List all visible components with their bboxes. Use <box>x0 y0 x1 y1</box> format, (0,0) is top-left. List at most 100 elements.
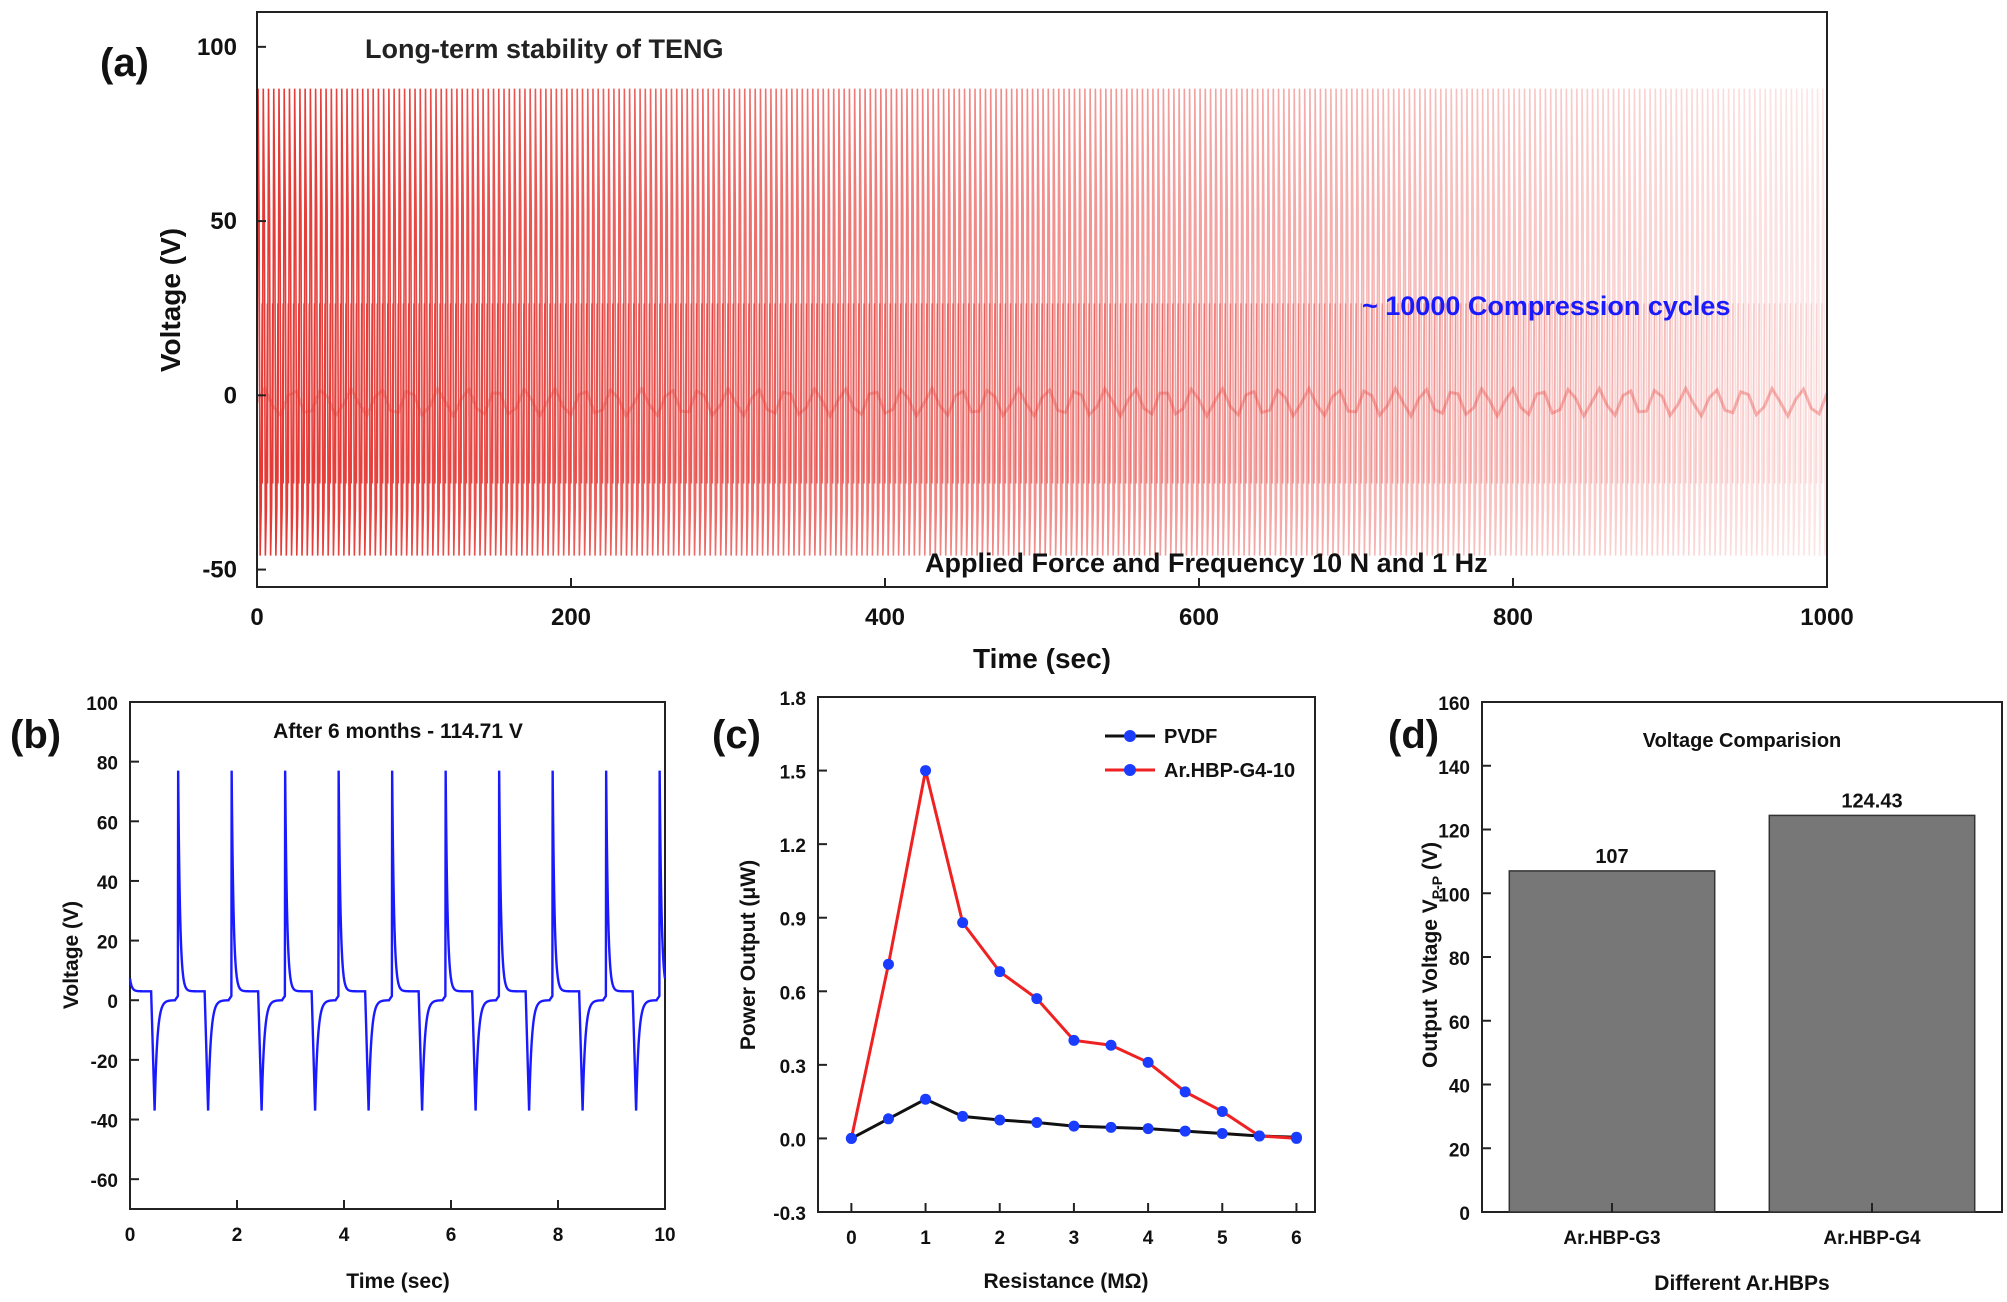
teng-signal-cycles <box>1575 88 1582 556</box>
teng-signal-cycles <box>1438 88 1446 556</box>
teng-signal-cycles <box>1418 88 1425 556</box>
x-tick-label: 6 <box>1291 1228 1302 1249</box>
y-tick-label: 80 <box>97 754 118 775</box>
panel-b-x-axis-title: Time (sec) <box>346 1270 450 1293</box>
teng-signal-cycles <box>1140 88 1148 556</box>
teng-signal-cycles <box>967 88 975 556</box>
data-point-pvdf <box>882 1113 894 1125</box>
y-tick-label: -60 <box>91 1171 118 1192</box>
data-point-hbp <box>1290 1132 1302 1144</box>
data-point-hbp <box>882 958 894 970</box>
x-category-label: Ar.HBP-G4 <box>1823 1228 1921 1249</box>
teng-signal-cycles <box>1768 88 1776 556</box>
teng-signal-cycles <box>580 88 588 556</box>
teng-signal-cycles <box>1046 88 1054 556</box>
panel-a-title: Long-term stability of TENG <box>365 34 724 64</box>
panel-b-voltage-signal <box>128 770 667 1111</box>
legend-pvdf-label: PVDF <box>1164 726 1217 748</box>
teng-signal-cycles <box>1030 88 1038 556</box>
y-tick-label: 0.0 <box>780 1130 806 1151</box>
teng-signal-cycles <box>1789 88 1797 556</box>
panel-a-y-axis-title: Voltage (V) <box>155 228 186 372</box>
teng-signal-cycles <box>1355 88 1363 556</box>
teng-signal-cycles <box>376 88 384 556</box>
teng-signal-cycles <box>627 88 635 556</box>
teng-signal-cycles <box>1135 88 1143 556</box>
teng-signal-cycles <box>1370 88 1378 556</box>
teng-signal-cycles <box>334 88 342 556</box>
teng-signal-cycles <box>1470 88 1478 556</box>
y-tick-label: 50 <box>210 208 237 235</box>
teng-signal-cycles <box>1381 88 1389 556</box>
teng-signal-cycles <box>1187 88 1195 556</box>
teng-signal-cycles <box>1512 88 1520 556</box>
teng-signal-cycles <box>1172 88 1179 556</box>
teng-signal-cycles <box>413 88 421 556</box>
teng-signal-cycles <box>878 88 886 556</box>
teng-signal-cycles <box>946 88 954 556</box>
y-tick-label: -40 <box>91 1112 118 1133</box>
teng-signal-cycles <box>1732 88 1739 556</box>
teng-signal-cycles <box>858 88 865 556</box>
teng-signal-cycles <box>1062 88 1069 556</box>
teng-signal-cycles <box>1533 88 1540 556</box>
teng-signal-cycles <box>606 88 614 556</box>
teng-signal-cycles <box>737 88 745 556</box>
teng-signal-cycles <box>371 88 379 556</box>
teng-signal-cycles <box>1486 88 1493 556</box>
teng-signal-cycles <box>1287 88 1294 556</box>
teng-signal-cycles <box>1805 88 1813 556</box>
teng-signal-cycles <box>653 88 661 556</box>
teng-signal-cycles <box>1669 88 1677 556</box>
teng-signal-cycles <box>1297 88 1305 556</box>
teng-signal-cycles <box>795 88 803 556</box>
teng-signal-cycles <box>423 88 431 556</box>
teng-signal-cycles <box>428 88 436 556</box>
teng-signal-cycles <box>1208 88 1216 556</box>
x-tick-label: 8 <box>553 1225 564 1246</box>
teng-signal-cycles <box>1548 88 1556 556</box>
panel-b-title: After 6 months - 114.71 V <box>273 720 523 743</box>
teng-signal-cycles <box>1616 88 1624 556</box>
teng-signal-cycles <box>1711 88 1718 556</box>
y-tick-label: 100 <box>1438 885 1470 906</box>
teng-signal-cycles <box>648 88 656 556</box>
panel-a-x-axis-title: Time (sec) <box>973 643 1111 674</box>
x-tick-label: 3 <box>1069 1228 1080 1249</box>
teng-signal-cycles <box>1815 88 1823 556</box>
bar-ar-hbp-g4 <box>1768 814 1976 1213</box>
teng-signal-cycles <box>601 88 609 556</box>
teng-signal-cycles <box>1051 88 1059 556</box>
teng-signal-baseline <box>255 385 1829 420</box>
teng-signal-cycles <box>1773 88 1781 556</box>
teng-signal-cycles <box>1747 88 1755 556</box>
teng-signal-cycles <box>1763 88 1771 556</box>
panel-d-y-ticks: 0 20 40 60 80 100 120 140 160 <box>1438 694 1491 1225</box>
legend-pvdf-marker <box>1124 730 1136 742</box>
teng-signal-cycles <box>1161 88 1169 556</box>
x-tick-label: 0 <box>125 1225 136 1246</box>
teng-signal-cycles <box>1695 88 1703 556</box>
teng-signal-cycles <box>449 88 457 556</box>
teng-signal-cycles <box>1166 88 1174 556</box>
teng-signal-cycles <box>517 88 525 556</box>
teng-signal-cycles <box>1229 88 1237 556</box>
teng-signal-cycles <box>1522 88 1530 556</box>
teng-signal-cycles <box>1554 88 1561 556</box>
y-tick-label: 1.5 <box>780 763 807 784</box>
teng-signal-cycles <box>1758 88 1765 556</box>
teng-signal-cycles <box>1480 88 1488 556</box>
teng-signal-cycles <box>884 88 892 556</box>
teng-signal-cycles <box>1459 88 1467 556</box>
teng-signal-cycles <box>277 88 284 556</box>
teng-signal-cycles <box>549 88 557 556</box>
teng-signal-cycles <box>1020 88 1028 556</box>
teng-signal-cycles <box>1779 88 1786 556</box>
teng-signal-cycles <box>1376 88 1383 556</box>
teng-signal-cycles <box>1632 88 1640 556</box>
teng-signal-cycles <box>716 88 724 556</box>
teng-signal-cycles <box>1737 88 1745 556</box>
panel-b: (b) -60 -40 -20 0 20 40 60 80 100 0 2 4 6 8 10 After … <box>10 694 676 1293</box>
panel-a-frame <box>256 11 1828 588</box>
teng-signal-cycles <box>292 88 300 556</box>
